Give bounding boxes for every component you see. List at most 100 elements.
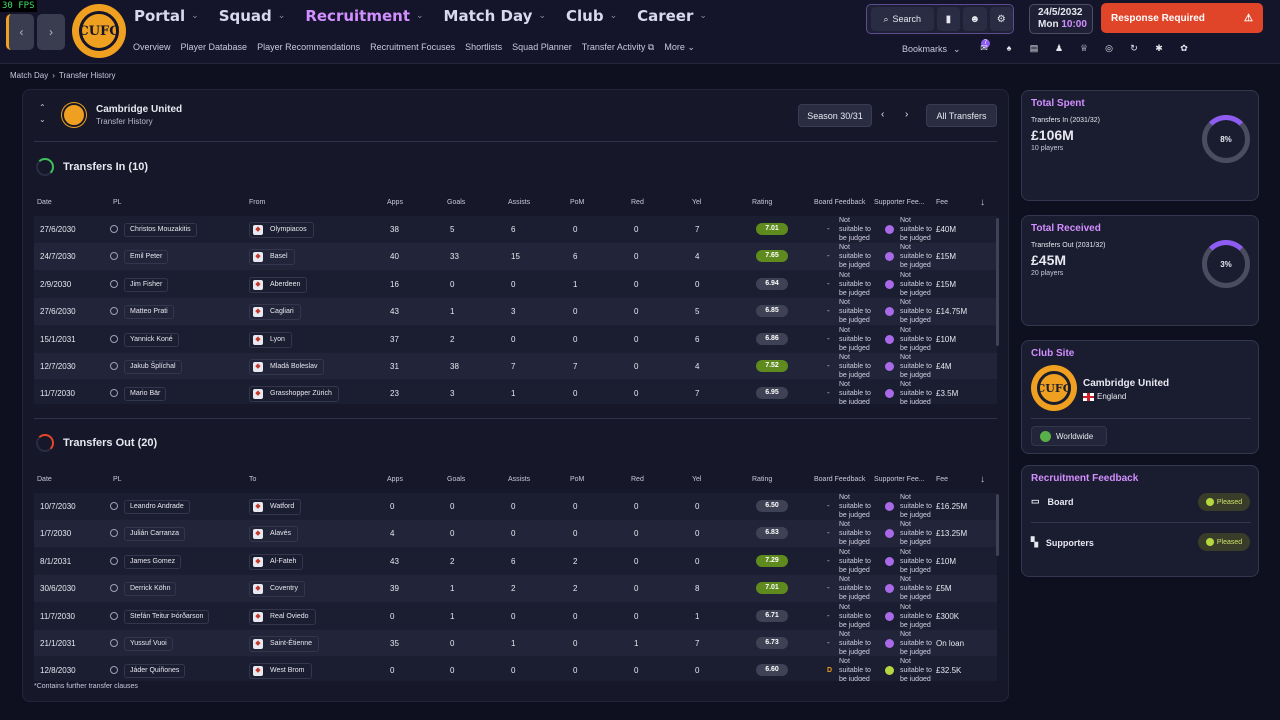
table-row[interactable]: 11/7/2030 Stefán Teitur Þórðarson ◆ Real Ov…: [34, 602, 997, 630]
worldwide-button[interactable]: Worldwide: [1031, 426, 1107, 446]
scrollbar[interactable]: [996, 494, 999, 556]
club-chip[interactable]: ◆ Alavés: [249, 526, 299, 543]
column-assists[interactable]: Assists: [508, 199, 531, 206]
column-assists[interactable]: Assists: [508, 476, 531, 483]
bookmark-button[interactable]: ▮: [936, 7, 961, 31]
settings-button[interactable]: ⚙: [989, 7, 1013, 31]
inbox-icon[interactable]: ✉: [980, 42, 988, 53]
column-supporter[interactable]: Supporter Fee...: [874, 199, 925, 206]
club-chip[interactable]: ◆ Real Oviedo: [249, 608, 316, 625]
forward-button[interactable]: ›: [37, 14, 65, 50]
table-row[interactable]: 12/7/2030 Jakub Šplíchal ◆ Mladá Boleslav 31…: [34, 352, 997, 381]
table-row[interactable]: 27/6/2030 Matteo Prati ◆ Cagliari 43 1 3 0 0 5 6.8…: [34, 298, 997, 326]
nav-match-day[interactable]: Match Day ⌄: [443, 7, 546, 25]
column-pom[interactable]: PoM: [570, 199, 585, 206]
nav-squad[interactable]: Squad ⌄: [218, 7, 286, 25]
player-name[interactable]: Yannick Koné: [124, 332, 179, 347]
table-row[interactable]: 8/1/2031 James Gomez ◆ Al-Fateh 43 2 6 2 0 0 7.29 -…: [34, 547, 997, 576]
column-pl[interactable]: PL: [113, 476, 122, 483]
column-board[interactable]: Board Feedback: [814, 476, 866, 483]
target-icon[interactable]: ◎: [1105, 42, 1113, 53]
subnav-recruitment-focuses[interactable]: Recruitment Focuses: [370, 42, 456, 52]
back-button[interactable]: ‹: [6, 14, 34, 50]
table-row[interactable]: 27/6/2030 Christos Mouzakitis ◆ Olympiacos 3…: [34, 216, 997, 244]
column-fee[interactable]: Fee: [936, 476, 949, 483]
season-selector[interactable]: Season 30/31: [798, 104, 872, 127]
player-name[interactable]: Derrick Köhn: [124, 582, 177, 597]
player-name[interactable]: Julián Carranza: [124, 527, 186, 542]
column-pom[interactable]: PoM: [570, 476, 585, 483]
player-name[interactable]: Jáder Quiñones: [124, 664, 186, 679]
subnav-player-database[interactable]: Player Database: [180, 42, 248, 52]
column-pl[interactable]: PL: [113, 199, 122, 206]
column-red[interactable]: Red: [631, 199, 644, 206]
subnav-player-recommendations[interactable]: Player Recommendations: [257, 42, 361, 52]
column-rating[interactable]: Rating: [752, 476, 773, 483]
column-date[interactable]: Date: [37, 199, 52, 206]
nav-career[interactable]: Career ⌄: [637, 7, 707, 25]
column-yel[interactable]: Yel: [692, 476, 702, 483]
club-chip[interactable]: ◆ Coventry: [249, 581, 306, 598]
subnav-shortlists[interactable]: Shortlists: [465, 42, 503, 52]
column-from[interactable]: From: [249, 199, 266, 206]
player-name[interactable]: Stefán Teitur Þórðarson: [124, 609, 210, 624]
nav-recruitment[interactable]: Recruitment ⌄: [305, 7, 424, 25]
chevron-up-icon[interactable]: ⌃: [39, 103, 46, 112]
club-chip[interactable]: ◆ Basel: [249, 249, 295, 266]
subnav-more[interactable]: More ⌄: [664, 42, 695, 52]
column-date[interactable]: Date: [37, 476, 52, 483]
club-crest[interactable]: CUFC: [72, 4, 126, 58]
table-row[interactable]: 11/7/2030 Mario Bär ◆ Grasshopper Zürich 23 3…: [34, 380, 997, 404]
table-row[interactable]: 30/6/2030 Derrick Köhn ◆ Coventry 39 1 2 2 0 8 7.0…: [34, 575, 997, 603]
bookmarks-menu[interactable]: Bookmarks ⌄: [902, 44, 961, 54]
club-chip[interactable]: ◆ Saint-Étienne: [249, 635, 320, 652]
column-apps[interactable]: Apps: [387, 199, 403, 206]
next-season-icon[interactable]: ›: [905, 109, 909, 120]
column-goals[interactable]: Goals: [447, 199, 466, 206]
club-chip[interactable]: ◆ Aberdeen: [249, 276, 308, 293]
player-name[interactable]: Matteo Prati: [124, 305, 174, 320]
column-apps[interactable]: Apps: [387, 476, 403, 483]
club-chip[interactable]: ◆ Mladá Boleslav: [249, 358, 325, 375]
scrollbar[interactable]: [996, 218, 999, 346]
player-name[interactable]: Christos Mouzakitis: [124, 223, 197, 237]
date-display[interactable]: 24/5/2032 Mon 10:00: [1029, 4, 1093, 34]
staff-icon[interactable]: ♟: [1054, 42, 1064, 53]
table-row[interactable]: 12/8/2030 Jáder Quiñones ◆ West Brom 0 0 0 0 0 0 6…: [34, 657, 997, 681]
subnav-squad-planner[interactable]: Squad Planner: [512, 42, 572, 52]
club-chip[interactable]: ◆ Watford: [249, 499, 302, 515]
player-name[interactable]: Mario Bär: [124, 387, 167, 402]
document-icon[interactable]: ▤: [1029, 42, 1039, 53]
club-chip[interactable]: ◆ Cagliari: [249, 304, 301, 321]
nav-portal[interactable]: Portal ⌄: [134, 7, 199, 25]
sort-arrow-icon[interactable]: ↓: [980, 474, 985, 485]
table-row[interactable]: 10/7/2030 Leandro Andrade ◆ Watford 0 0 0 0 0 0 6.…: [34, 493, 997, 521]
scout-icon[interactable]: ✱: [1155, 42, 1163, 53]
player-name[interactable]: Emil Peter: [124, 250, 169, 265]
player-name[interactable]: James Gomez: [124, 554, 182, 569]
column-red[interactable]: Red: [631, 476, 644, 483]
prev-season-icon[interactable]: ‹: [881, 109, 885, 120]
club-chip[interactable]: ◆ Olympiacos: [249, 222, 314, 238]
column-board[interactable]: Board Feedback: [814, 199, 866, 206]
chevron-down-icon[interactable]: ⌄: [39, 115, 46, 124]
table-row[interactable]: 21/1/2031 Yussuf Vuoi ◆ Saint-Étienne 35 0 1 0 1…: [34, 629, 997, 658]
column-supporter[interactable]: Supporter Fee...: [874, 476, 925, 483]
club-chip[interactable]: ◆ Al-Fateh: [249, 553, 304, 570]
club-chip[interactable]: ◆ Grasshopper Zürich: [249, 386, 339, 403]
table-row[interactable]: 1/7/2030 Julián Carranza ◆ Alavés 4 0 0 0 0 0 6.83…: [34, 520, 997, 548]
search-button[interactable]: ⌕ Search: [871, 7, 934, 31]
table-row[interactable]: 24/7/2030 Emil Peter ◆ Basel 40 33 15 6 0 4 7.65- N…: [34, 243, 997, 271]
help-button[interactable]: ☻: [963, 7, 987, 31]
breadcrumb-match-day[interactable]: Match Day: [10, 71, 49, 80]
club-chip[interactable]: ◆ Lyon: [249, 331, 292, 348]
player-name[interactable]: Jim Fisher: [124, 277, 169, 292]
refresh-icon[interactable]: ↻: [1130, 42, 1138, 53]
subnav-transfer-activity[interactable]: Transfer Activity ⧉: [581, 42, 655, 52]
table-row[interactable]: 2/9/2030 Jim Fisher ◆ Aberdeen 16 0 0 1 0 0 6.94- N…: [34, 270, 997, 299]
column-fee[interactable]: Fee: [936, 199, 949, 206]
response-required-button[interactable]: Response Required ⚠: [1101, 3, 1263, 33]
club-chip[interactable]: ◆ West Brom: [249, 663, 312, 680]
table-row[interactable]: 15/1/2031 Yannick Koné ◆ Lyon 37 2 0 0 0 6 6.86- No…: [34, 325, 997, 353]
paw-icon[interactable]: ✿: [1180, 42, 1188, 53]
